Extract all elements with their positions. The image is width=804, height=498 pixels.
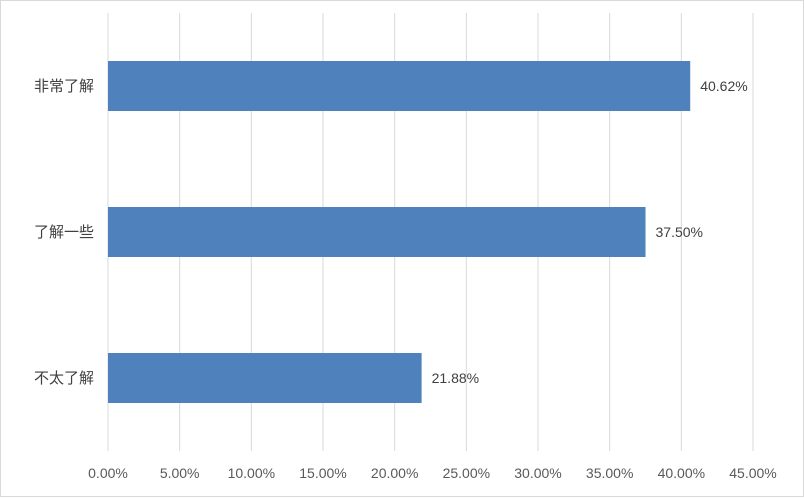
data-label: 40.62%: [700, 78, 747, 94]
category-label: 非常了解: [34, 77, 94, 95]
bar: [108, 207, 646, 257]
data-labels: 40.62% 37.50% 21.88%: [432, 78, 748, 386]
data-label: 21.88%: [432, 370, 479, 386]
bar: [108, 353, 422, 403]
x-tick-label: 0.00%: [88, 465, 128, 481]
data-label: 37.50%: [656, 224, 703, 240]
x-axis-tick-labels: 0.00% 5.00% 10.00% 15.00% 20.00% 25.00% 30.00%…: [88, 465, 777, 481]
x-tick-label: 15.00%: [299, 465, 346, 481]
x-tick-label: 20.00%: [371, 465, 418, 481]
x-tick-label: 35.00%: [586, 465, 633, 481]
x-tick-label: 30.00%: [514, 465, 561, 481]
category-label: 了解一些: [34, 223, 94, 241]
x-tick-label: 40.00%: [658, 465, 705, 481]
bars: [108, 61, 691, 403]
x-tick-label: 45.00%: [729, 465, 776, 481]
x-tick-label: 5.00%: [160, 465, 200, 481]
x-tick-label: 10.00%: [228, 465, 275, 481]
x-tick-label: 25.00%: [443, 465, 490, 481]
category-label: 不太了解: [34, 369, 94, 387]
bar: [108, 61, 691, 111]
